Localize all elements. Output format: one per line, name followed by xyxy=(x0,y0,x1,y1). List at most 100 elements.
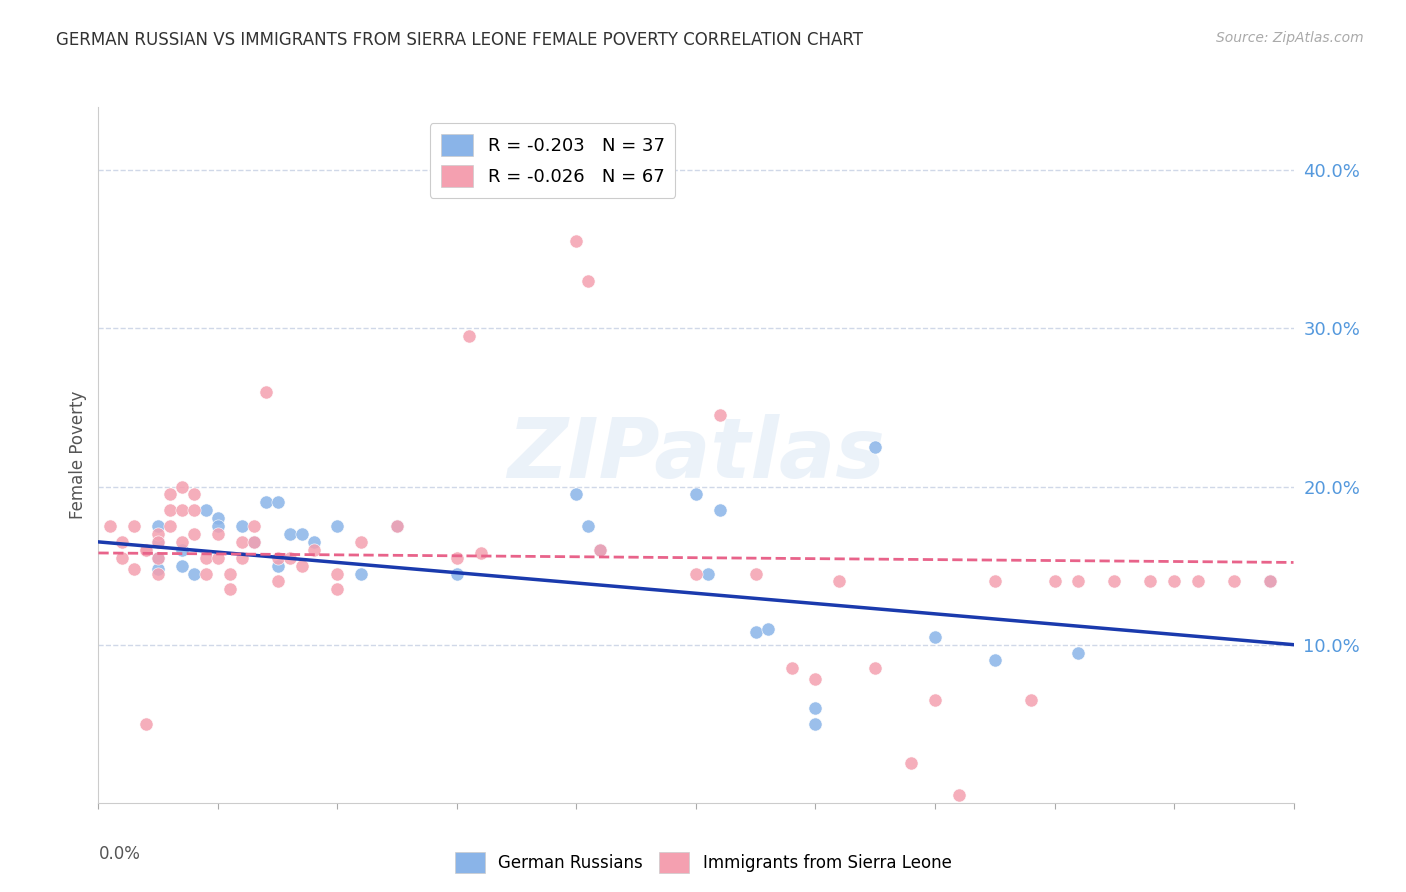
Point xyxy=(745,625,768,640)
Point xyxy=(302,542,325,557)
Text: GERMAN RUSSIAN VS IMMIGRANTS FROM SIERRA LEONE FEMALE POVERTY CORRELATION CHART: GERMAN RUSSIAN VS IMMIGRANTS FROM SIERRA… xyxy=(56,31,863,49)
Point xyxy=(183,503,205,517)
Point xyxy=(924,693,946,707)
Point xyxy=(589,542,612,557)
Point xyxy=(565,487,588,501)
Point xyxy=(195,550,218,565)
Point xyxy=(135,542,157,557)
Point xyxy=(148,519,170,533)
Point xyxy=(148,527,170,541)
Point xyxy=(589,542,612,557)
Point xyxy=(159,503,181,517)
Point xyxy=(135,542,157,557)
Point xyxy=(148,550,170,565)
Point xyxy=(159,487,181,501)
Point xyxy=(243,519,266,533)
Point xyxy=(578,274,600,288)
Point xyxy=(1223,574,1246,589)
Point xyxy=(697,566,720,581)
Point xyxy=(231,534,253,549)
Point xyxy=(219,566,242,581)
Point xyxy=(385,519,409,533)
Point xyxy=(446,566,468,581)
Point xyxy=(1067,574,1090,589)
Point xyxy=(745,566,768,581)
Point xyxy=(984,653,1007,667)
Point xyxy=(135,716,157,731)
Y-axis label: Female Poverty: Female Poverty xyxy=(69,391,87,519)
Point xyxy=(685,487,707,501)
Point xyxy=(100,519,122,533)
Point xyxy=(111,534,134,549)
Text: Source: ZipAtlas.com: Source: ZipAtlas.com xyxy=(1216,31,1364,45)
Legend: R = -0.203   N = 37, R = -0.026   N = 67: R = -0.203 N = 37, R = -0.026 N = 67 xyxy=(430,123,675,198)
Legend: German Russians, Immigrants from Sierra Leone: German Russians, Immigrants from Sierra … xyxy=(449,846,957,880)
Point xyxy=(1067,646,1090,660)
Point xyxy=(243,534,266,549)
Point xyxy=(111,550,134,565)
Point xyxy=(267,574,290,589)
Point xyxy=(350,534,373,549)
Point xyxy=(709,503,731,517)
Point xyxy=(231,519,253,533)
Point xyxy=(207,519,229,533)
Point xyxy=(828,574,851,589)
Point xyxy=(231,550,253,565)
Point xyxy=(267,558,290,573)
Point xyxy=(984,574,1007,589)
Point xyxy=(148,566,170,581)
Point xyxy=(1019,693,1042,707)
Point xyxy=(148,550,170,565)
Point xyxy=(446,550,468,565)
Text: ZIPatlas: ZIPatlas xyxy=(508,415,884,495)
Point xyxy=(326,519,349,533)
Point xyxy=(1163,574,1185,589)
Point xyxy=(865,661,887,675)
Point xyxy=(207,550,229,565)
Point xyxy=(159,519,181,533)
Point xyxy=(685,566,707,581)
Point xyxy=(326,582,349,597)
Point xyxy=(756,622,779,636)
Point xyxy=(183,527,205,541)
Point xyxy=(350,566,373,581)
Point xyxy=(900,756,922,771)
Point xyxy=(172,542,194,557)
Point xyxy=(804,716,827,731)
Point xyxy=(207,527,229,541)
Point xyxy=(1139,574,1161,589)
Point xyxy=(267,550,290,565)
Point xyxy=(267,495,290,509)
Point xyxy=(385,519,409,533)
Point xyxy=(148,534,170,549)
Point xyxy=(148,562,170,576)
Point xyxy=(172,479,194,493)
Point xyxy=(1258,574,1281,589)
Point xyxy=(291,558,314,573)
Point xyxy=(1043,574,1066,589)
Point xyxy=(865,440,887,454)
Point xyxy=(243,534,266,549)
Point xyxy=(578,519,600,533)
Point xyxy=(326,566,349,581)
Point xyxy=(924,630,946,644)
Point xyxy=(207,511,229,525)
Point xyxy=(195,566,218,581)
Text: 0.0%: 0.0% xyxy=(98,845,141,863)
Point xyxy=(183,487,205,501)
Point xyxy=(804,673,827,687)
Point xyxy=(780,661,803,675)
Point xyxy=(148,534,170,549)
Point xyxy=(1187,574,1209,589)
Point xyxy=(254,495,277,509)
Point xyxy=(278,527,301,541)
Point xyxy=(124,562,146,576)
Point xyxy=(709,409,731,423)
Point xyxy=(195,503,218,517)
Point xyxy=(458,329,481,343)
Point xyxy=(804,701,827,715)
Point xyxy=(124,519,146,533)
Point xyxy=(291,527,314,541)
Point xyxy=(470,546,492,560)
Point xyxy=(302,534,325,549)
